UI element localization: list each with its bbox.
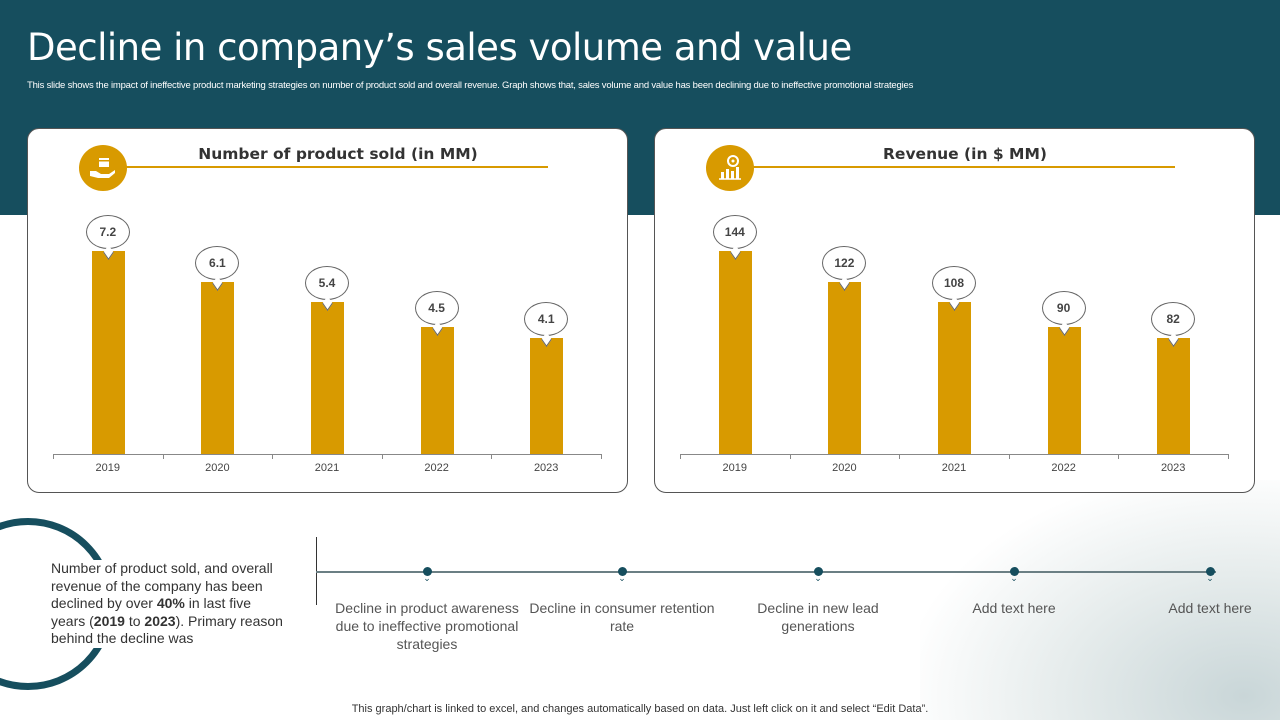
summary-text: Number of product sold, and overall reve…	[44, 560, 284, 648]
summary-highlight: 40%	[156, 595, 185, 611]
data-label-2021: 108	[932, 265, 976, 300]
bar-2022[interactable]	[1047, 327, 1081, 454]
x-axis-tick	[601, 454, 602, 459]
timeline-dot	[423, 567, 432, 576]
chart-title: Number of product sold (in MM)	[198, 145, 478, 163]
chevron-down-icon: ⌄	[423, 573, 431, 583]
timeline-dot	[618, 567, 627, 576]
x-axis-tick	[272, 454, 274, 459]
x-tick-label: 2023	[533, 462, 559, 474]
timeline-line	[316, 571, 1216, 573]
data-label-2020: 6.1	[195, 246, 240, 280]
title-underline	[98, 166, 548, 168]
x-axis-tick	[1118, 454, 1120, 459]
x-tick-label: 2020	[205, 462, 230, 474]
bar-2023[interactable]	[530, 338, 564, 454]
data-label-2021: 5.4	[305, 265, 349, 300]
x-axis-tick	[491, 454, 493, 459]
chart-card-revenue[interactable]: Revenue (in $ MM) 144 2019 122 2020 108 2021 9…	[654, 128, 1255, 493]
data-label-2019: 7.2	[85, 215, 130, 249]
x-axis	[53, 454, 601, 455]
bar-2020[interactable]	[201, 282, 235, 454]
summary-part: ). Primary reason behind the decline was	[51, 612, 283, 647]
summary-part: Number of product sold, and overall reve…	[51, 560, 273, 611]
x-axis-tick	[1008, 454, 1010, 459]
timeline-dot	[1010, 567, 1019, 576]
summary-highlight: 2019	[93, 612, 125, 629]
page-subtitle: This slide shows the impact of ineffecti…	[27, 80, 914, 91]
data-label-2020: 122	[822, 246, 867, 280]
chart-title: Revenue (in $ MM)	[883, 145, 1047, 163]
x-axis-tick	[680, 454, 681, 459]
chart-card-products-sold[interactable]: Number of product sold (in MM) 7.2 2019 6.…	[27, 128, 628, 493]
x-axis-tick	[1228, 454, 1229, 459]
bar-2020[interactable]	[828, 282, 862, 454]
timeline-label: Decline in consumer retention rate	[529, 600, 715, 634]
chevron-down-icon: ⌄	[814, 573, 822, 583]
title-underline	[725, 166, 1175, 168]
chevron-down-icon: ⌄	[618, 573, 626, 583]
bar-2023[interactable]	[1157, 338, 1191, 454]
x-axis-tick	[899, 454, 901, 459]
summary-part: to	[124, 612, 145, 629]
x-axis-tick	[53, 454, 54, 459]
chevron-down-icon: ⌄	[1206, 573, 1214, 583]
x-tick-label: 2019	[95, 462, 121, 474]
x-axis-tick	[162, 454, 164, 459]
bar-2021[interactable]	[938, 301, 971, 454]
x-axis-tick	[381, 454, 383, 459]
x-tick-label: 2020	[832, 462, 857, 474]
footer-note: This graph/chart is linked to excel, and…	[351, 703, 929, 715]
x-tick-label: 2021	[314, 462, 340, 474]
x-tick-label: 2023	[1160, 462, 1186, 474]
summary-highlight: 2023	[144, 612, 176, 629]
bar-2021[interactable]	[311, 301, 344, 454]
timeline-label: Decline in product awareness due to inef…	[335, 600, 519, 652]
timeline-dot	[814, 567, 823, 576]
data-label-2022: 90	[1041, 291, 1086, 326]
bar-2019[interactable]	[91, 251, 125, 454]
timeline-dot	[1206, 567, 1215, 576]
chevron-down-icon: ⌄	[1010, 573, 1018, 583]
x-axis-tick	[789, 454, 791, 459]
revenue-chart-gear-icon	[706, 145, 754, 191]
timeline-label: Add text here	[972, 600, 1056, 616]
x-tick-label: 2022	[1051, 462, 1076, 474]
data-label-2023: 82	[1151, 302, 1196, 337]
bar-2019[interactable]	[718, 251, 752, 454]
hand-box-icon	[79, 145, 127, 191]
summary-part: in last five years (	[51, 595, 252, 629]
timeline-label: Decline in new lead generations	[757, 600, 879, 634]
x-tick-label: 2019	[722, 462, 748, 474]
data-label-2023: 4.1	[524, 302, 569, 337]
x-axis	[680, 454, 1228, 455]
x-tick-label: 2022	[424, 462, 449, 474]
bar-2022[interactable]	[420, 327, 454, 454]
page-title: Decline in company’s sales volume and va…	[27, 26, 852, 69]
data-label-2019: 144	[712, 215, 757, 249]
background-decoration	[920, 480, 1280, 720]
x-tick-label: 2021	[941, 462, 967, 474]
timeline-label: Add text here	[1168, 600, 1252, 616]
data-label-2022: 4.5	[414, 291, 459, 326]
